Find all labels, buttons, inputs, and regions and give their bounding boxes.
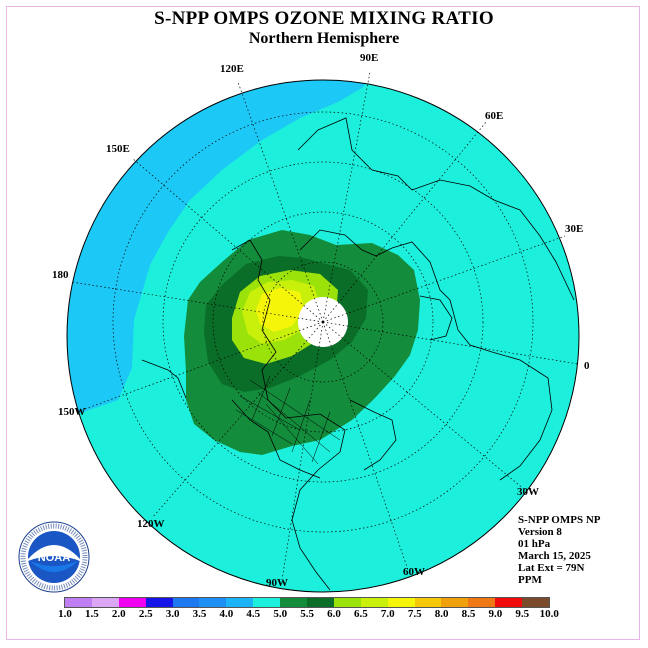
colorbar-swatch xyxy=(253,598,281,607)
colorbar-tick-label: 10.0 xyxy=(539,608,559,620)
colorbar-tick-label: 6.5 xyxy=(354,608,368,620)
info-units: PPM xyxy=(518,574,542,586)
colorbar-swatch xyxy=(333,598,361,607)
colorbar xyxy=(64,597,551,608)
colorbar-swatch xyxy=(280,598,308,607)
colorbar-swatch xyxy=(118,598,146,607)
colorbar-tick-label: 1.0 xyxy=(58,608,72,620)
noaa-logo: NOAA xyxy=(18,521,90,593)
lon-label-150w: 150W xyxy=(58,406,86,418)
colorbar-swatch xyxy=(199,598,227,607)
lon-label-0: 0 xyxy=(584,360,590,372)
lon-label-60e: 60E xyxy=(485,110,504,122)
lon-label-30e: 30E xyxy=(565,223,584,235)
colorbar-swatch xyxy=(360,598,388,607)
colorbar-tick-label: 8.5 xyxy=(461,608,476,620)
lon-label-180: 180 xyxy=(52,269,69,281)
colorbar-swatch xyxy=(307,598,334,607)
colorbar-tick-label: 9.0 xyxy=(488,608,503,620)
colorbar-swatch xyxy=(522,598,550,607)
colorbar-tick-label: 4.0 xyxy=(219,608,234,620)
info-date: March 15, 2025 xyxy=(518,550,591,562)
lon-label-150e: 150E xyxy=(106,143,130,155)
colorbar-tick-label: 7.5 xyxy=(407,608,422,620)
colorbar-tick-label: 3.5 xyxy=(192,608,207,620)
colorbar-tick-label: 7.0 xyxy=(380,608,395,620)
logo-text: NOAA xyxy=(38,552,70,564)
colorbar-swatch xyxy=(441,598,469,607)
colorbar-swatch xyxy=(414,598,442,607)
colorbar-swatch xyxy=(145,598,173,607)
colorbar-swatch xyxy=(172,598,200,607)
colorbar-tick-label: 5.5 xyxy=(300,608,314,620)
graticule xyxy=(71,71,579,581)
lon-label-30w: 30W xyxy=(517,486,539,498)
info-product: S-NPP OMPS NP xyxy=(518,514,601,526)
ozone-region-7-0 xyxy=(256,288,304,332)
lon-label-60w: 60W xyxy=(403,566,425,578)
colorbar-swatch xyxy=(226,598,254,607)
colorbar-tick-label: 3.0 xyxy=(165,608,180,620)
colorbar-tick-label: 9.5 xyxy=(515,608,530,620)
lon-label-90w: 90W xyxy=(266,577,288,589)
product-info: S-NPP OMPS NP Version 8 01 hPa March 15,… xyxy=(518,514,601,586)
colorbar-swatch xyxy=(468,598,496,607)
map-title: S-NPP OMPS OZONE MIXING RATIO xyxy=(154,8,494,29)
colorbar-tick-label: 2.5 xyxy=(138,608,153,620)
colorbar-swatch xyxy=(91,598,119,607)
map-subtitle: Northern Hemisphere xyxy=(248,30,400,47)
colorbar-swatch xyxy=(495,598,523,607)
colorbar-tick-label: 2.0 xyxy=(111,608,126,620)
colorbar-tick-label: 5.0 xyxy=(273,608,288,620)
colorbar-tick-label: 8.0 xyxy=(434,608,449,620)
colorbar-swatch xyxy=(65,598,92,607)
map-boundary xyxy=(66,79,580,593)
plot-frame xyxy=(6,6,640,640)
colorbar-swatch xyxy=(387,598,415,607)
colorbar-tick-label: 6.0 xyxy=(327,608,341,620)
info-version: Version 8 xyxy=(518,526,562,538)
colorbar-tick-label: 1.5 xyxy=(85,608,99,620)
info-level: 01 hPa xyxy=(518,538,551,550)
lon-label-90e: 90E xyxy=(360,52,379,64)
info-lat-ext: Lat Ext = 79N xyxy=(518,562,585,574)
lon-label-120w: 120W xyxy=(137,518,165,530)
colorbar-tick-label: 4.5 xyxy=(246,608,261,620)
coastlines xyxy=(141,117,575,591)
lon-label-120e: 120E xyxy=(220,63,244,75)
state-borders xyxy=(235,375,341,465)
colorbar-ticks: 1.0 1.5 2.0 2.5 3.0 3.5 4.0 4.5 5.0 5.5 6.0 6.5 7.0 7… xyxy=(0,608,648,622)
